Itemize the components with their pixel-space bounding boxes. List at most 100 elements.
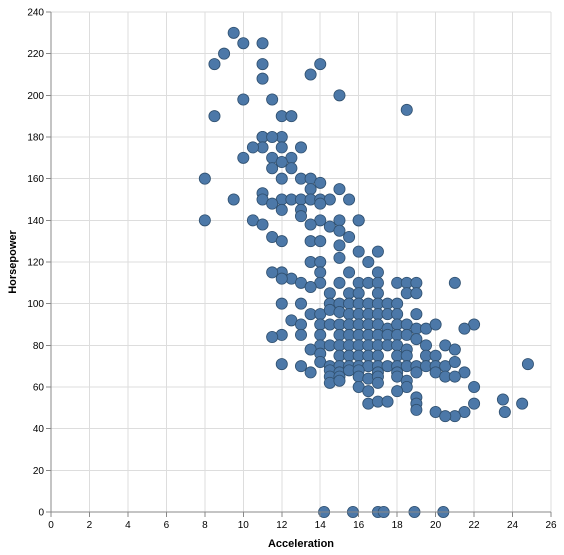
data-point [410,403,423,416]
data-point [448,355,461,368]
data-point [362,385,375,398]
x-tick-label: 14 [315,520,327,531]
data-point [371,376,384,389]
x-tick-label: 20 [430,520,442,531]
y-tick-label: 100 [27,299,44,310]
data-point [343,193,356,206]
data-point [333,214,346,227]
x-tick-label: 0 [48,520,54,531]
data-point [314,266,327,279]
data-point [256,218,269,231]
data-point [246,141,259,154]
data-point [314,328,327,341]
x-tick-label: 24 [507,520,519,531]
data-point [208,58,221,71]
y-axis-title: Horsepower [7,229,19,293]
x-tick-label: 2 [87,520,93,531]
data-point [371,349,384,362]
data-point [266,162,279,175]
data-point [256,37,269,50]
data-point [275,297,288,310]
data-point [294,360,307,373]
data-point [314,176,327,189]
x-tick-label: 4 [125,520,131,531]
x-tick-label: 18 [392,520,404,531]
data-point [237,37,250,50]
data-point [410,333,423,346]
data-point [314,58,327,71]
data-point [352,245,365,258]
data-point [498,405,511,418]
x-tick-label: 12 [276,520,288,531]
data-point [391,308,404,321]
data-point [333,239,346,252]
y-tick-label: 180 [27,133,44,144]
data-point [352,287,365,300]
data-point [304,366,317,379]
y-tick-label: 20 [33,466,45,477]
y-tick-label: 120 [27,258,44,269]
data-point [237,93,250,106]
y-tick-label: 200 [27,91,44,102]
data-point [371,266,384,279]
data-point [391,385,404,398]
y-tick-label: 80 [33,341,45,352]
data-point [285,162,298,175]
data-point [266,130,279,143]
data-point [266,330,279,343]
data-point [468,380,481,393]
data-point [496,393,509,406]
data-point [198,172,211,185]
data-point [275,172,288,185]
y-tick-label: 0 [38,508,44,519]
data-point [266,266,279,279]
data-point [294,141,307,154]
data-point [304,68,317,81]
y-tick-label: 160 [27,174,44,185]
axes: 0 2 4 6 8 10 12 14 16 18 20 22 24 2602040608010012014… [27,8,557,532]
data-point [304,183,317,196]
y-tick-label: 40 [33,424,45,435]
data-point [275,155,288,168]
data-point [439,410,452,423]
data-point [352,214,365,227]
data-point [410,366,423,379]
x-tick-label: 10 [238,520,250,531]
data-point [294,328,307,341]
data-point [275,203,288,216]
data-point [419,339,432,352]
data-point [285,110,298,123]
data-point [294,210,307,223]
gridlines [50,11,552,513]
data-point [304,218,317,231]
y-tick-label: 220 [27,49,44,60]
data-point [362,255,375,268]
data-point [304,280,317,293]
data-point [333,276,346,289]
x-tick-label: 8 [202,520,208,531]
data-point [333,183,346,196]
data-point [429,318,442,331]
data-point [448,343,461,356]
data-point [275,272,288,285]
x-tick-label: 16 [353,520,365,531]
data-point [521,358,534,371]
data-point [333,374,346,387]
data-point [343,266,356,279]
data-point [227,193,240,206]
data-point [468,397,481,410]
data-point [266,197,279,210]
data-point [458,322,471,335]
data-point [410,276,423,289]
data-point [429,349,442,362]
data-point [294,318,307,331]
data-point [391,297,404,310]
data-point [266,93,279,106]
y-tick-label: 60 [33,383,45,394]
data-point [314,197,327,210]
data-point [333,224,346,237]
data-point [198,214,211,227]
data-point [227,26,240,39]
data-point [400,103,413,116]
